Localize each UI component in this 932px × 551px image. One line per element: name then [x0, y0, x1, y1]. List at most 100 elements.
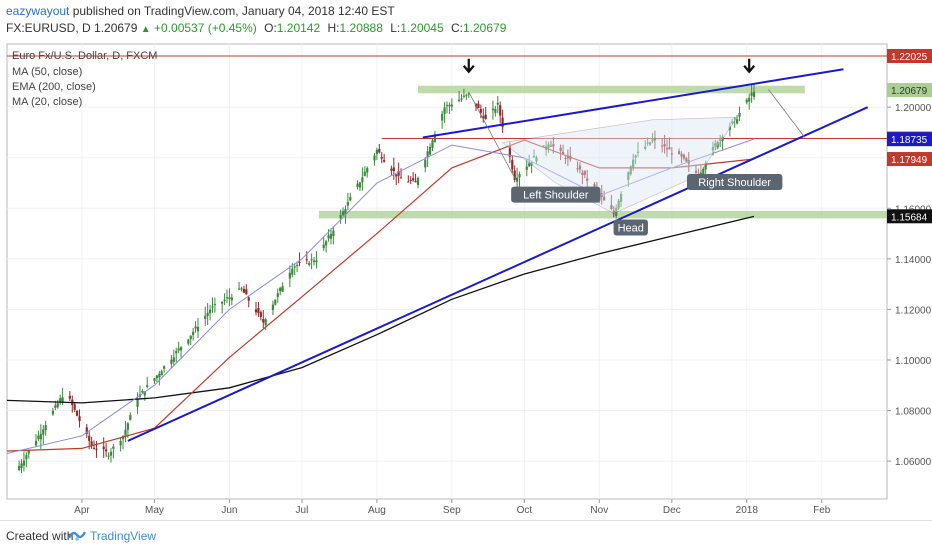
candle-body — [482, 116, 485, 119]
candle-body — [170, 359, 173, 364]
candle-body — [663, 144, 666, 147]
candle-body — [736, 119, 739, 124]
x-tick-label: Aug — [368, 505, 386, 516]
candle-body — [51, 410, 55, 415]
x-tick-label: Jun — [221, 505, 237, 516]
candle-body — [281, 286, 284, 292]
pattern-label-box — [613, 219, 648, 236]
candle-body — [619, 194, 623, 202]
candle-body — [508, 145, 511, 157]
open-label: O: — [264, 21, 277, 35]
candle-body — [247, 297, 250, 301]
candle-body — [61, 397, 64, 403]
lower-trend-line — [127, 106, 869, 442]
candle-body — [564, 158, 567, 160]
publish-line: eazywayout published on TradingView.com,… — [6, 4, 395, 18]
candle-body — [177, 348, 180, 351]
candle-body — [211, 306, 214, 308]
candle-body — [409, 179, 412, 181]
candle-body — [694, 170, 698, 174]
candle-body — [617, 200, 620, 209]
candle-body — [528, 163, 531, 167]
candle-body — [441, 113, 444, 121]
candle-body — [242, 288, 246, 293]
candle-body — [752, 91, 756, 97]
change-value: +0.00537 (+0.45%) — [154, 21, 257, 35]
candle-body — [513, 170, 516, 180]
candle-body — [213, 304, 217, 306]
candle-body — [160, 371, 163, 376]
candle-body — [721, 136, 724, 141]
x-tick-label: Apr — [74, 505, 90, 516]
ema200-line — [6, 215, 755, 404]
chart-header: eazywayout published on TradingView.com,… — [0, 0, 932, 44]
candle-body — [279, 287, 282, 292]
candle-body — [443, 107, 446, 114]
candle-body — [445, 105, 449, 107]
candle-body — [578, 165, 582, 170]
y-tick-label: 1.10000 — [895, 356, 932, 367]
tradingview-logo-icon — [68, 531, 86, 541]
candle-body — [259, 312, 262, 317]
candle-body — [346, 202, 349, 206]
y-tick-label: 1.08000 — [895, 407, 932, 418]
candle-body — [586, 178, 589, 181]
price-label-text: 1.15684 — [891, 212, 928, 223]
candle-body — [206, 312, 209, 317]
candle-body — [310, 259, 313, 261]
legend-ema200: EMA (200, close) — [12, 81, 96, 93]
candle-body — [44, 425, 47, 431]
projection-line — [468, 91, 516, 179]
candle-body — [738, 113, 741, 117]
candle-body — [293, 266, 296, 268]
price-label-box — [887, 83, 932, 98]
pattern-label-text: Right Shoulder — [698, 177, 771, 189]
low-label: L: — [390, 21, 401, 35]
candle-body — [670, 153, 673, 155]
candle-body — [208, 309, 212, 314]
candle-body — [146, 385, 149, 387]
candle-body — [460, 98, 463, 100]
price-label-box — [887, 209, 932, 224]
candle-body — [648, 142, 652, 145]
candle-body — [414, 180, 417, 183]
candle-body — [634, 155, 637, 158]
candle-body — [172, 357, 175, 362]
candle-body — [542, 145, 545, 147]
x-tick-label: Oct — [517, 505, 533, 516]
candle-body — [105, 449, 108, 452]
price-chart[interactable]: 1.060001.080001.100001.120001.140001.160… — [0, 0, 932, 520]
candle-body — [412, 178, 415, 181]
candle-body — [90, 441, 93, 447]
tradingview-brand[interactable]: TradingView — [90, 529, 157, 543]
candle-body — [143, 391, 146, 396]
legend-title: Euro Fx/U.S. Dollar, D, FXCM — [12, 50, 158, 62]
author-link[interactable]: eazywayout — [6, 4, 70, 18]
candle-body — [262, 319, 265, 323]
upper-trend-line — [422, 68, 844, 139]
candle-body — [124, 429, 127, 437]
candle-body — [653, 137, 657, 141]
candle-body — [668, 147, 671, 150]
candle-body — [716, 141, 719, 148]
candle-body — [665, 148, 669, 150]
candle-body — [39, 433, 42, 440]
candle-body — [424, 159, 427, 168]
candle-body — [491, 108, 495, 111]
candle-body — [494, 108, 497, 113]
candle-body — [264, 319, 267, 326]
pattern-label-text: Head — [618, 223, 644, 235]
candle-body — [702, 168, 705, 175]
candle-body — [237, 288, 241, 290]
x-tick-label: Sep — [443, 505, 461, 516]
candle-body — [76, 410, 79, 416]
candle-body — [366, 168, 369, 173]
candle-body — [228, 297, 231, 299]
candle-body — [457, 99, 461, 102]
candle-body — [194, 326, 197, 329]
x-tick-label: 2018 — [736, 505, 759, 516]
candle-body — [450, 104, 453, 107]
candle-body — [141, 390, 144, 393]
candle-body — [25, 455, 28, 460]
candle-body — [677, 151, 681, 155]
